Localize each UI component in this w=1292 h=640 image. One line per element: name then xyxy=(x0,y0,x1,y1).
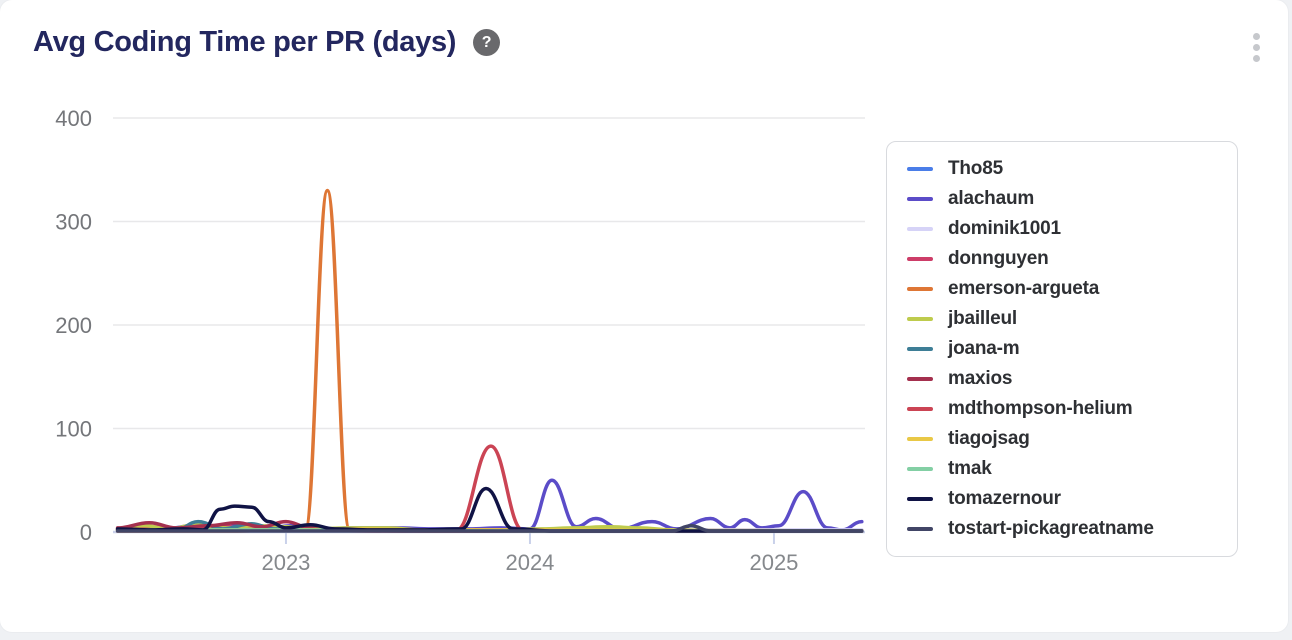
y-axis-tick-label: 200 xyxy=(55,313,92,338)
x-axis-tick-label: 2025 xyxy=(749,550,798,575)
kebab-dot xyxy=(1253,44,1260,51)
legend-item-label: tomazernour xyxy=(948,488,1061,509)
y-axis-tick-label: 300 xyxy=(55,210,92,235)
card-header: Avg Coding Time per PR (days) ? xyxy=(33,26,1268,59)
legend-item-alachaum[interactable]: alachaum xyxy=(907,184,1217,214)
legend-swatch-line xyxy=(907,497,933,501)
legend-swatch-line xyxy=(907,437,933,441)
legend-item-tostart-pickagreatname[interactable]: tostart-pickagreatname xyxy=(907,514,1217,544)
legend-item-label: emerson-argueta xyxy=(948,278,1100,299)
legend-swatch-line xyxy=(907,287,933,291)
series-line-emerson-argueta[interactable] xyxy=(115,188,864,533)
line-chart-plot: 0 100 200 300 400 2023 2024 2025 xyxy=(55,106,865,575)
legend-item-emerson-argueta[interactable]: emerson-argueta xyxy=(907,274,1217,304)
legend-item-label: alachaum xyxy=(948,188,1035,209)
legend-item-label: donnguyen xyxy=(948,248,1049,269)
legend-item-dominik1001[interactable]: dominik1001 xyxy=(907,214,1217,244)
kebab-dot xyxy=(1253,55,1260,62)
legend-swatch-line xyxy=(907,317,933,321)
legend-item-label: tmak xyxy=(948,458,992,479)
legend-item-maxios[interactable]: maxios xyxy=(907,364,1217,394)
legend-item-label: mdthompson-helium xyxy=(948,398,1133,419)
legend-item-label: maxios xyxy=(948,368,1013,389)
legend-item-donnguyen[interactable]: donnguyen xyxy=(907,244,1217,274)
y-axis-tick-label: 100 xyxy=(55,417,92,442)
legend-swatch-line xyxy=(907,347,933,351)
legend-item-label: Tho85 xyxy=(948,158,1003,179)
legend-item-tomazernour[interactable]: tomazernour xyxy=(907,484,1217,514)
legend-item-label: jbailleul xyxy=(948,308,1017,329)
kebab-dot xyxy=(1253,33,1260,40)
y-axis-tick-label: 0 xyxy=(80,520,92,545)
help-icon[interactable]: ? xyxy=(473,29,501,56)
legend-item-label: dominik1001 xyxy=(948,218,1061,239)
legend-swatch-line xyxy=(907,407,933,411)
x-axis-tick-label: 2023 xyxy=(261,550,310,575)
legend-item-label: tiagojsag xyxy=(948,428,1030,449)
legend-swatch-line xyxy=(907,377,933,381)
x-axis-tick-label: 2024 xyxy=(505,550,554,575)
legend-item-tmak[interactable]: tmak xyxy=(907,454,1217,484)
legend-item-tiagojsag[interactable]: tiagojsag xyxy=(907,424,1217,454)
y-axis-tick-label: 400 xyxy=(55,106,92,131)
legend-swatch-line xyxy=(907,227,933,231)
legend-swatch-line xyxy=(907,257,933,261)
legend-swatch-line xyxy=(907,467,933,471)
legend-item-mdthompson-helium[interactable]: mdthompson-helium xyxy=(907,394,1217,424)
card-menu-button[interactable] xyxy=(1251,31,1262,64)
legend-item-jbailleul[interactable]: jbailleul xyxy=(907,304,1217,334)
series-line-tostart-pickagreatname[interactable] xyxy=(115,524,864,533)
legend-item-joana-m[interactable]: joana-m xyxy=(907,334,1217,364)
chart-title: Avg Coding Time per PR (days) xyxy=(33,26,457,58)
legend-swatch-line xyxy=(907,197,933,201)
legend-swatch-line xyxy=(907,167,933,171)
legend-item-label: tostart-pickagreatname xyxy=(948,518,1154,539)
legend-swatch-line xyxy=(907,527,933,531)
chart-legend: Tho85 alachaum dominik1001 donnguyen emerson… xyxy=(886,141,1238,557)
legend-item-label: joana-m xyxy=(948,338,1020,359)
legend-item-Tho85[interactable]: Tho85 xyxy=(907,154,1217,184)
